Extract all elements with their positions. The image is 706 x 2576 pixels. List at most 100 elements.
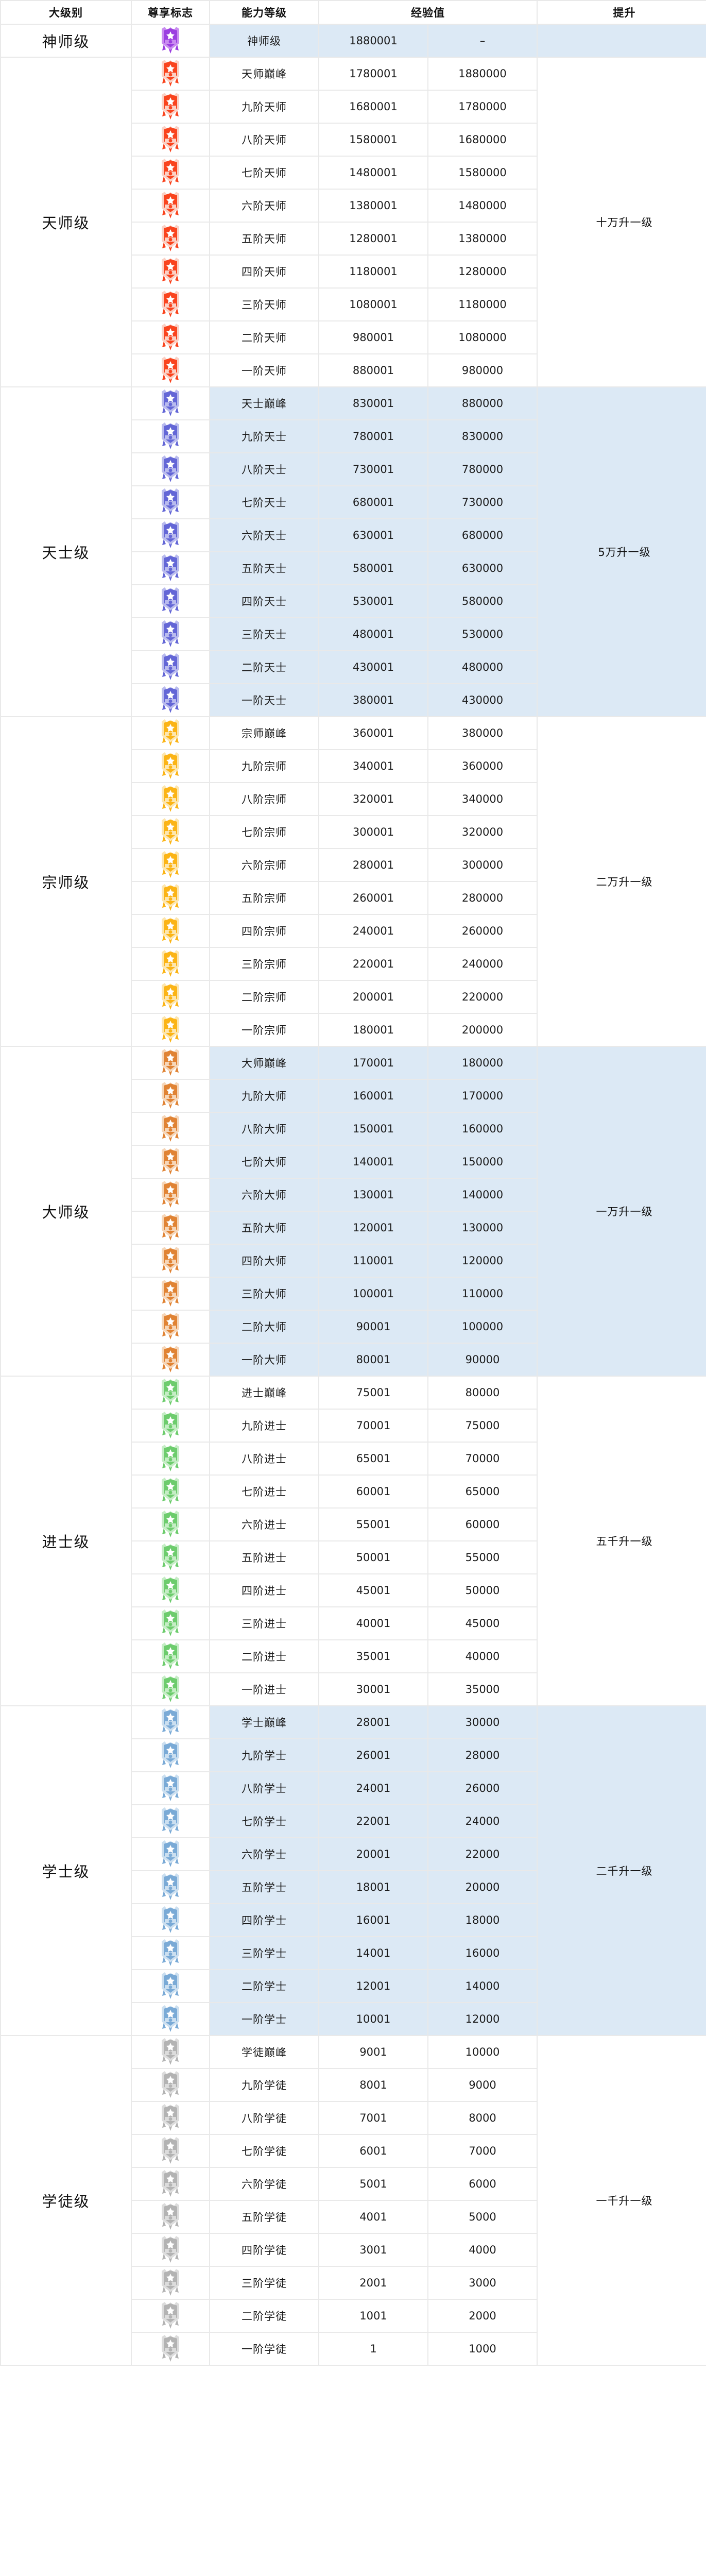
table-body: 神师级 神师级 1880001– 天师级 天师巅峰 1780001 1880000 十万升一级… [1,25,706,2365]
ability-level-cell: 八阶宗师 [210,783,318,815]
exp-min-cell: 1780001 [319,58,427,90]
ability-level-cell: 五阶大师 [210,1212,318,1244]
exp-max-cell: 530000 [428,618,537,650]
badge-cell [132,124,209,156]
rank-badge-icon [132,223,209,255]
table-row: 学徒级 学徒巅峰 9001 10000 一千升一级 [1,2036,706,2365]
rank-badge-icon [132,651,209,683]
ability-level-cell: 五阶宗师 [210,882,318,914]
badge-cell [132,552,209,584]
table-row: 五阶学士 18001 20000 [1,1871,706,1903]
exp-max-cell: 830000 [428,420,537,452]
badge-cell [132,519,209,551]
ability-level-cell: 二阶进士 [210,1640,318,1672]
exp-max-cell: 9000 [428,2069,537,2101]
badge-cell [132,717,209,749]
rank-badge-icon [132,816,209,848]
badge-cell [132,486,209,518]
ability-level-cell: 九阶宗师 [210,750,318,782]
table-row: 六阶天士 630001 680000 [1,519,706,551]
badge-cell [132,948,209,980]
badge-cell [132,1410,209,1442]
exp-max-cell: 630000 [428,552,537,584]
exp-min-cell: 28001 [319,1706,427,1738]
rank-badge-icon [132,915,209,947]
table-row: 一阶天师 880001 980000 [1,354,706,386]
rank-badge-icon [132,1574,209,1606]
table-row: 七阶大师 140001 150000 [1,1146,706,1178]
ability-level-cell: 四阶宗师 [210,915,318,947]
exp-max-cell: 280000 [428,882,537,914]
table-row: 二阶宗师 200001 220000 [1,981,706,1013]
badge-cell [132,256,209,287]
rank-badge-icon [132,552,209,584]
table-row: 七阶宗师 300001 320000 [1,816,706,848]
table-row: 一阶大师 80001 90000 [1,1344,706,1376]
table-row: 三阶天士 480001 530000 [1,618,706,650]
exp-min-cell: 50001 [319,1541,427,1573]
table-row: 七阶学徒 6001 7000 [1,2135,706,2167]
rank-badge-icon [132,981,209,1013]
promotion-cell: 五千升一级 [538,1377,706,1705]
exp-min-cell: 4001 [319,2201,427,2233]
exp-min-cell: 10001 [319,2003,427,2035]
ability-level-cell: 五阶学士 [210,1871,318,1903]
rank-badge-icon [132,1970,209,2002]
ability-level-cell: 三阶学士 [210,1937,318,1969]
exp-min-cell: 8001 [319,2069,427,2101]
badge-cell [132,58,209,90]
table-row: 七阶天师 1480001 1580000 [1,157,706,189]
badge-cell [132,1574,209,1606]
table-row: 神师级 神师级 1880001– [1,25,706,57]
table-row: 八阶学士 24001 26000 [1,1772,706,1804]
promotion-cell: 二万升一级 [538,717,706,1046]
ability-level-cell: 三阶天师 [210,289,318,320]
table-row: 五阶进士 50001 55000 [1,1541,706,1573]
exp-min-cell: 980001 [319,321,427,353]
ability-level-cell: 大师巅峰 [210,1047,318,1079]
rank-badge-icon [132,354,209,386]
header-row: 大级别 尊享标志 能力等级 经验值 提升 [1,1,706,24]
ability-level-cell: 九阶天师 [210,91,318,123]
exp-max-cell: 140000 [428,1179,537,1211]
badge-cell [132,289,209,320]
rank-badge-icon [132,1377,209,1409]
ability-level-cell: 进士巅峰 [210,1377,318,1409]
exp-min-cell: 60001 [319,1476,427,1507]
badge-cell [132,981,209,1013]
rank-badge-icon [132,1871,209,1903]
exp-min-cell: 1880001 [319,25,427,57]
exp-min-cell: 630001 [319,519,427,551]
ability-level-cell: 四阶天士 [210,585,318,617]
rank-badge-icon [132,2201,209,2233]
ability-level-cell: 八阶大师 [210,1113,318,1145]
rank-badge-icon [132,387,209,419]
exp-min-cell: 780001 [319,420,427,452]
ability-level-cell: 二阶天师 [210,321,318,353]
table-row: 八阶进士 65001 70000 [1,1443,706,1475]
exp-min-cell: 20001 [319,1838,427,1870]
table-row: 九阶天师 1680001 1780000 [1,91,706,123]
exp-min-cell: 480001 [319,618,427,650]
exp-min-cell: 240001 [319,915,427,947]
exp-min-cell: 75001 [319,1377,427,1409]
badge-cell [132,387,209,419]
rank-badge-icon [132,1113,209,1145]
exp-min-cell: 150001 [319,1113,427,1145]
badge-cell [132,684,209,716]
badge-cell [132,1047,209,1079]
exp-max-cell: 100000 [428,1311,537,1343]
ability-level-cell: 八阶天师 [210,124,318,156]
table-row: 八阶宗师 320001 340000 [1,783,706,815]
exp-min-cell: 14001 [319,1937,427,1969]
table-row: 三阶学士 14001 16000 [1,1937,706,1969]
exp-min-cell: 680001 [319,486,427,518]
rank-badge-icon [132,618,209,650]
rank-badge-icon [132,1904,209,1936]
badge-cell [132,2300,209,2332]
exp-max-cell: 14000 [428,1970,537,2002]
exp-max-cell: 260000 [428,915,537,947]
rank-badge-icon [132,2036,209,2068]
rank-badge-icon [132,1706,209,1738]
exp-max-cell: 320000 [428,816,537,848]
